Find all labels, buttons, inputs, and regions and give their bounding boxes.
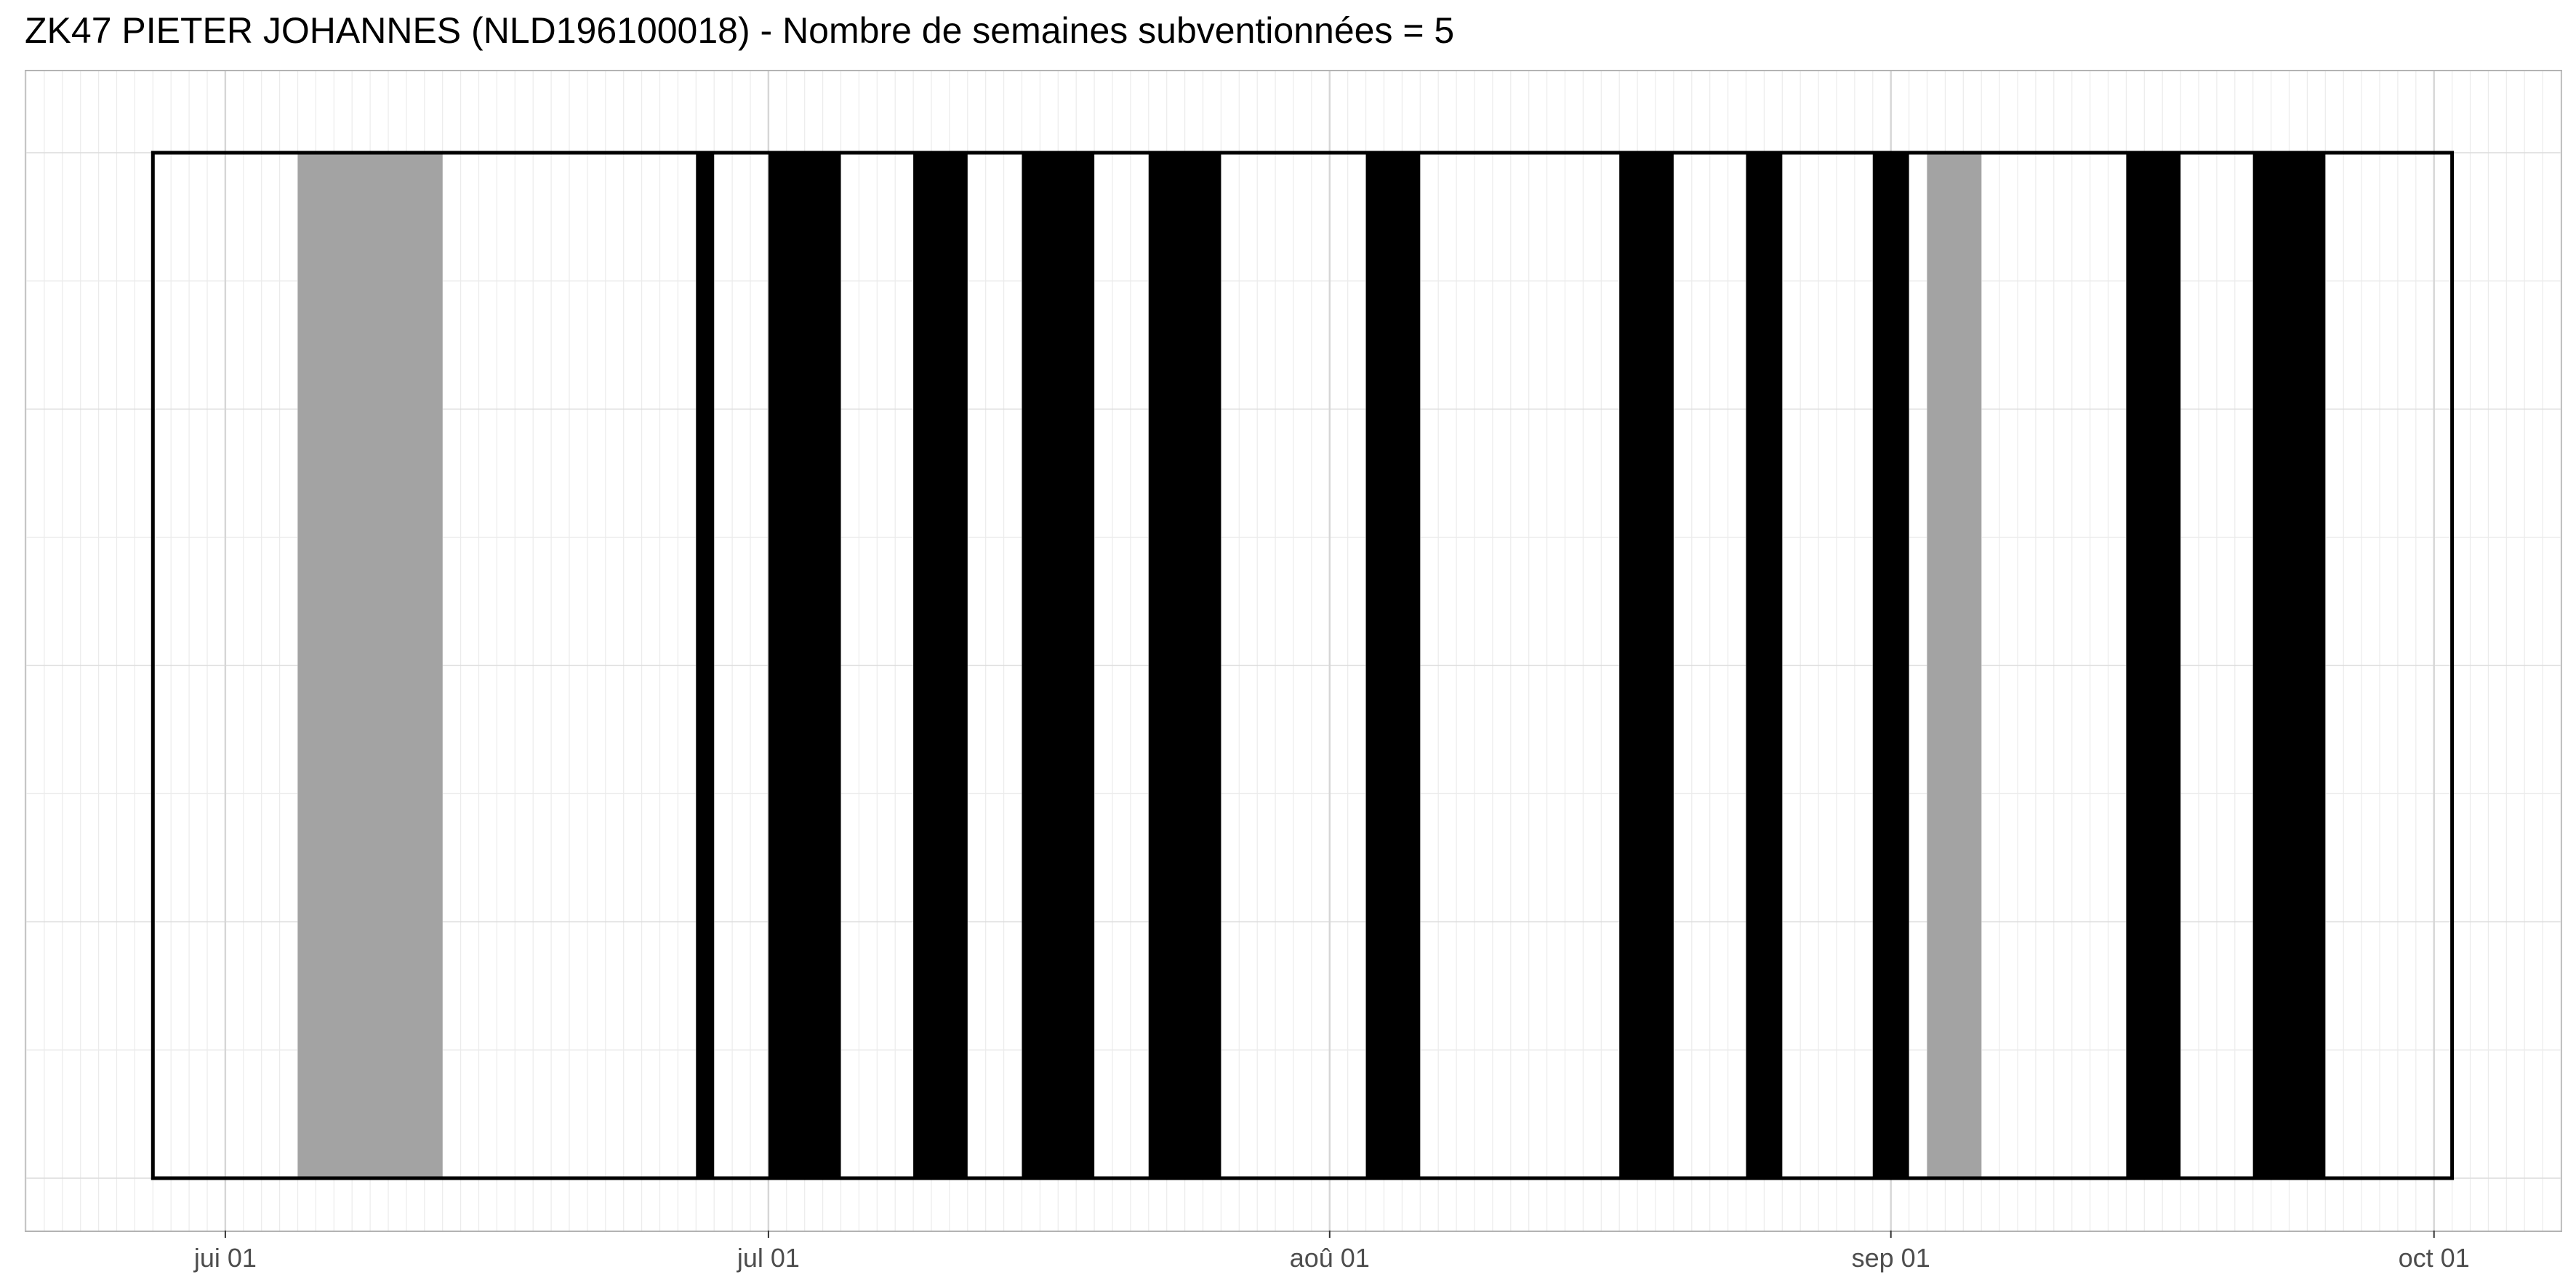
date-bar [1148, 153, 1221, 1178]
x-tick-label: aoû 01 [1290, 1243, 1370, 1273]
date-bar [1619, 153, 1674, 1178]
date-bar [2126, 153, 2181, 1178]
date-bar [1022, 153, 1095, 1178]
chart-title: ZK47 PIETER JOHANNES (NLD196100018) - No… [25, 10, 1455, 51]
x-tick-label: jui 01 [193, 1243, 257, 1273]
date-bar [768, 153, 841, 1178]
date-bar [1746, 153, 1783, 1178]
date-bar [1872, 153, 1909, 1178]
date-bar [913, 153, 968, 1178]
period-outline [151, 151, 2455, 1180]
date-bar [1927, 153, 1982, 1178]
date-bar [2252, 153, 2326, 1178]
date-bar [1365, 153, 1421, 1178]
date-bars [297, 153, 2326, 1178]
x-tick-label: jul 01 [737, 1243, 800, 1273]
date-bar [696, 153, 715, 1178]
x-tick-label: oct 01 [2399, 1243, 2470, 1273]
x-axis-ticks: jui 01 jul 01 aoû 01 sep 01 oct 01 [193, 1231, 2470, 1273]
period-outline-rect [151, 151, 2455, 1180]
x-tick-label: sep 01 [1852, 1243, 1930, 1273]
date-bar [297, 153, 443, 1178]
